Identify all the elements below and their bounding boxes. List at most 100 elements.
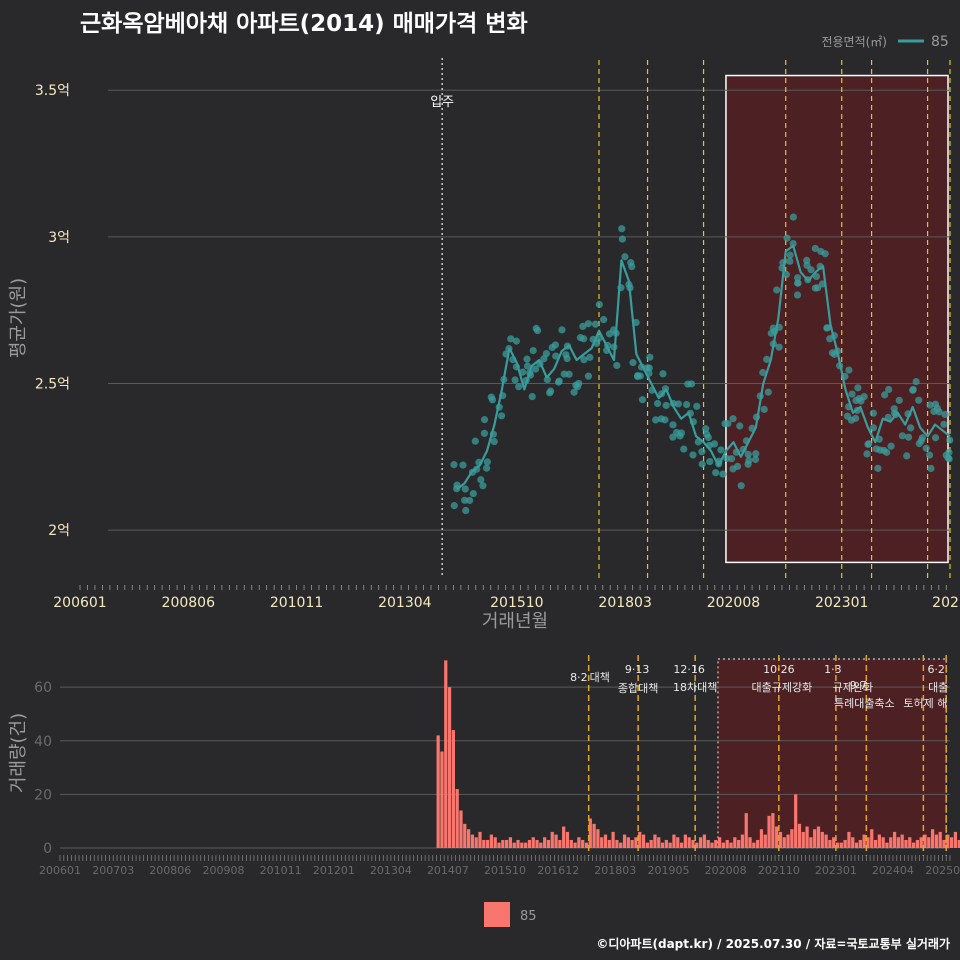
policy-date-label: 9·7 xyxy=(850,679,868,692)
price-point xyxy=(852,414,860,422)
policy-text-label: 대출 xyxy=(928,681,948,694)
price-point xyxy=(885,385,893,394)
volume-bar xyxy=(930,829,935,848)
volume-bar xyxy=(512,842,516,848)
price-point xyxy=(600,316,608,324)
volume-x-tick-label: 202506 xyxy=(925,864,960,877)
volume-bar xyxy=(611,831,615,848)
volume-bar xyxy=(927,837,931,848)
price-point xyxy=(669,421,677,429)
volume-x-tick-label: 200703 xyxy=(92,864,134,877)
volume-bar xyxy=(638,831,642,848)
volume-bar xyxy=(938,831,942,848)
price-point xyxy=(563,354,571,363)
volume-bar xyxy=(607,839,611,848)
volume-bar xyxy=(482,839,486,848)
price-point xyxy=(845,366,853,374)
volume-bar xyxy=(805,826,809,848)
price-x-axis-title: 거래년월 xyxy=(482,611,548,632)
volume-bar xyxy=(619,842,623,848)
price-point xyxy=(860,393,868,401)
volume-y-tick-label: 40 xyxy=(34,734,52,750)
price-point xyxy=(469,489,477,498)
price-legend-title: 전용면적(㎡) xyxy=(821,35,887,49)
policy-date-label: 8·2 xyxy=(570,671,588,684)
volume-bar xyxy=(485,839,490,848)
price-point xyxy=(497,412,506,420)
volume-bar xyxy=(957,839,960,848)
price-x-tick-label: 200806 xyxy=(162,595,216,611)
volume-bar xyxy=(706,839,710,848)
volume-x-tick-label: 201905 xyxy=(648,864,690,877)
price-point xyxy=(704,433,712,442)
volume-bar xyxy=(565,831,570,848)
volume-bar xyxy=(710,842,714,848)
price-point xyxy=(764,388,772,396)
volume-bar xyxy=(550,831,554,848)
move-in-label: 입주 xyxy=(430,95,454,110)
price-point xyxy=(931,434,940,442)
volume-bar xyxy=(828,839,832,848)
price-point xyxy=(724,419,732,428)
volume-bar xyxy=(630,839,634,848)
volume-bar xyxy=(847,831,851,848)
price-point xyxy=(638,396,647,404)
volume-bar xyxy=(911,842,916,848)
price-point xyxy=(814,284,822,292)
price-point xyxy=(736,422,744,430)
price-point xyxy=(869,409,877,417)
volume-bar xyxy=(584,842,589,848)
volume-bar xyxy=(740,834,745,848)
price-point xyxy=(471,437,479,445)
volume-bar xyxy=(664,839,668,848)
price-point xyxy=(883,448,891,456)
price-point xyxy=(450,501,458,510)
volume-x-tick-label: 201407 xyxy=(427,864,469,877)
volume-bar xyxy=(851,837,855,848)
price-point xyxy=(903,452,911,460)
price-point xyxy=(460,496,469,504)
price-point xyxy=(793,291,802,299)
price-point xyxy=(869,424,877,432)
volume-bar xyxy=(744,813,748,848)
volume-bar xyxy=(531,837,535,848)
volume-bar xyxy=(843,839,847,848)
price-point xyxy=(786,257,794,265)
volume-bar xyxy=(790,829,794,848)
volume-x-tick-label: 202110 xyxy=(758,864,800,877)
price-point xyxy=(552,352,560,360)
price-point xyxy=(763,355,771,363)
price-point xyxy=(733,462,742,470)
volume-bar xyxy=(752,842,756,848)
volume-bar xyxy=(603,834,608,848)
policy-text-label: 대출규제강화 xyxy=(751,681,812,694)
price-point xyxy=(935,408,943,416)
volume-x-tick-label: 202404 xyxy=(872,864,914,877)
volume-bar xyxy=(889,837,893,848)
price-point xyxy=(595,300,603,309)
price-point xyxy=(811,244,819,253)
volume-x-tick-label: 202301 xyxy=(815,864,857,877)
price-point xyxy=(946,436,954,444)
volume-bar xyxy=(904,839,908,848)
price-point xyxy=(676,432,684,440)
price-point xyxy=(579,322,587,330)
price-point xyxy=(548,343,556,352)
price-point xyxy=(751,455,760,464)
volume-x-tick-label: 201510 xyxy=(484,864,526,877)
price-point xyxy=(490,437,498,446)
volume-bar xyxy=(436,735,440,848)
price-point xyxy=(511,376,519,384)
volume-bar xyxy=(592,823,596,848)
volume-bar xyxy=(516,839,520,848)
volume-bar xyxy=(676,837,680,848)
volume-bar xyxy=(463,823,467,848)
price-point xyxy=(904,433,913,441)
volume-bar xyxy=(505,839,509,848)
price-point xyxy=(895,396,903,404)
price-point xyxy=(659,370,667,378)
price-point xyxy=(584,320,592,328)
volume-bar xyxy=(478,831,482,848)
price-point xyxy=(865,440,873,448)
